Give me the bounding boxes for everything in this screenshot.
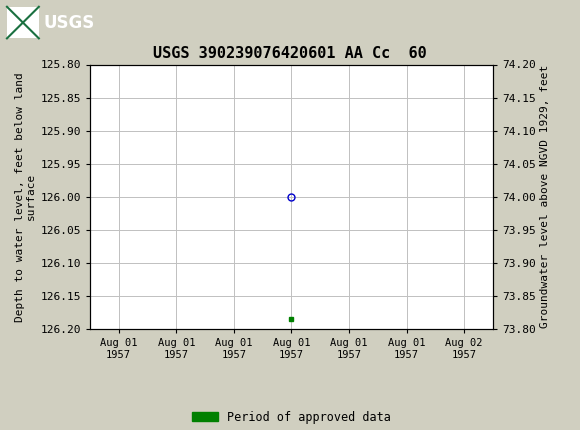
Text: USGS 390239076420601 AA Cc  60: USGS 390239076420601 AA Cc 60 <box>153 46 427 61</box>
Legend: Period of approved data: Period of approved data <box>192 411 391 424</box>
Y-axis label: Depth to water level, feet below land
surface: Depth to water level, feet below land su… <box>14 72 36 322</box>
Y-axis label: Groundwater level above NGVD 1929, feet: Groundwater level above NGVD 1929, feet <box>540 65 550 329</box>
Text: USGS: USGS <box>44 14 95 31</box>
Bar <box>7 7 39 38</box>
